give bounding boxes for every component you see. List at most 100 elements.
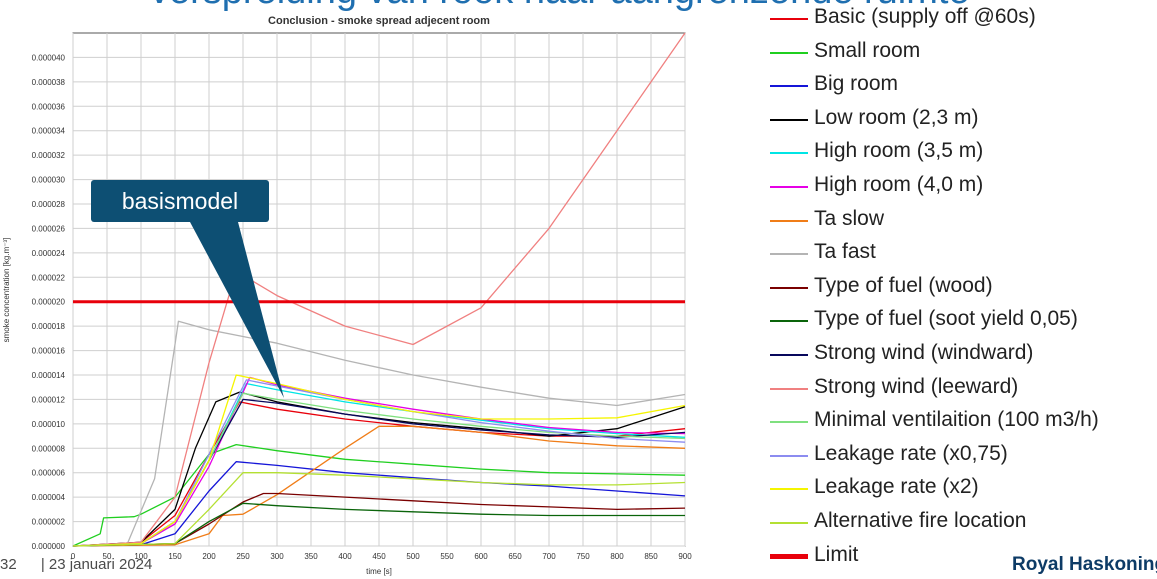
series-line-11	[72, 32, 686, 547]
series-line-2	[72, 461, 686, 547]
legend-label: Limit	[814, 542, 859, 566]
y-tick-label: 0.000012	[32, 395, 66, 404]
legend-label: Big room	[814, 72, 899, 96]
series-lines	[72, 32, 686, 547]
y-tick-label: 0.000032	[32, 151, 66, 160]
legend-swatch	[770, 521, 808, 524]
legend-item: Type of fuel (soot yield 0,05)	[770, 304, 1157, 338]
callout-pointer	[190, 222, 284, 398]
x-tick-label: 400	[338, 552, 352, 561]
legend-swatch	[770, 353, 808, 356]
x-tick-label: 900	[678, 552, 692, 561]
legend-swatch	[770, 454, 808, 457]
y-tick-label: 0.000040	[32, 53, 66, 62]
series-line-6	[72, 425, 686, 547]
legend-swatch	[770, 152, 808, 155]
legend-item: Small room	[770, 36, 1157, 70]
legend-item: Big room	[770, 69, 1157, 103]
series-line-0	[72, 401, 686, 547]
x-tick-label: 50	[103, 552, 112, 561]
chart-legend: Basic (supply off @60s) Small room Big roo…	[770, 2, 1157, 573]
legend-swatch	[770, 85, 808, 88]
legend-item: Leakage rate (x2)	[770, 472, 1157, 506]
legend-label: Ta fast	[814, 240, 876, 264]
y-axis-ticks: 0.000000 0.000002 0.000004 0.000006 0.000008…	[32, 53, 66, 551]
y-tick-label: 0.000006	[32, 469, 66, 478]
x-tick-label: 350	[304, 552, 318, 561]
brand-logo-text: Royal HaskoningDHV	[1012, 554, 1157, 575]
series-line-8	[72, 492, 686, 547]
legend-label: Low room (2,3 m)	[814, 105, 979, 129]
footer-date: | 23 januari 2024	[40, 556, 153, 573]
x-axis-label: time [s]	[366, 567, 392, 576]
legend-swatch	[770, 286, 808, 289]
legend-swatch	[770, 553, 808, 559]
y-tick-label: 0.000016	[32, 347, 66, 356]
footer: 32 | 23 januari 2024	[0, 556, 152, 573]
legend-swatch	[770, 320, 808, 323]
x-axis-ticks: 0 50 100 150 200 250 300 350 400 450 500 550 600 650 7…	[71, 552, 692, 561]
y-tick-label: 0.000018	[32, 322, 66, 331]
x-tick-label: 750	[576, 552, 590, 561]
x-tick-label: 300	[270, 552, 284, 561]
legend-swatch	[770, 253, 808, 256]
legend-swatch	[770, 387, 808, 390]
legend-item: Strong wind (leeward)	[770, 372, 1157, 406]
x-tick-label: 450	[372, 552, 386, 561]
x-tick-label: 200	[202, 552, 216, 561]
y-tick-label: 0.000008	[32, 444, 66, 453]
x-tick-label: 700	[542, 552, 556, 561]
legend-swatch	[770, 421, 808, 424]
legend-item: Leakage rate (x0,75)	[770, 439, 1157, 473]
legend-label: Leakage rate (x2)	[814, 475, 979, 499]
legend-item: Alternative fire location	[770, 506, 1157, 540]
legend-label: Small room	[814, 38, 921, 62]
x-tick-label: 150	[168, 552, 182, 561]
y-tick-label: 0.000020	[32, 298, 66, 307]
legend-label: Strong wind (leeward)	[814, 374, 1019, 398]
y-tick-label: 0.000030	[32, 176, 66, 185]
y-tick-label: 0.000038	[32, 78, 66, 87]
callout-basismodel: basismodel	[91, 180, 269, 222]
y-tick-label: 0.000028	[32, 200, 66, 209]
x-tick-label: 600	[474, 552, 488, 561]
legend-label: Basic (supply off @60s)	[814, 5, 1036, 28]
legend-swatch	[770, 18, 808, 20]
legend-swatch	[770, 219, 808, 222]
series-line-15	[72, 472, 686, 547]
legend-label: Type of fuel (soot yield 0,05)	[814, 307, 1078, 331]
grid	[72, 33, 686, 547]
y-tick-label: 0.000014	[32, 371, 66, 380]
y-tick-label: 0.000004	[32, 493, 66, 502]
y-tick-label: 0.000026	[32, 224, 66, 233]
y-tick-label: 0.000034	[32, 127, 66, 136]
y-tick-label: 0.000022	[32, 273, 66, 282]
y-tick-label: 0.000000	[32, 542, 66, 551]
legend-item: Type of fuel (wood)	[770, 271, 1157, 305]
y-tick-label: 0.000010	[32, 420, 66, 429]
slide-headline: verspreiding van rook naar aangrenzende …	[150, 0, 970, 13]
legend-label: Minimal ventilaition (100 m3/h)	[814, 408, 1099, 432]
legend-label: High room (4,0 m)	[814, 172, 984, 196]
series-line-9	[72, 502, 685, 547]
x-tick-label: 850	[644, 552, 658, 561]
y-tick-label: 0.000002	[32, 518, 66, 527]
legend-item: Strong wind (windward)	[770, 338, 1157, 372]
legend-item: Basic (supply off @60s)	[770, 2, 1157, 36]
legend-item: Limit	[770, 540, 1157, 574]
legend-item: Low room (2,3 m)	[770, 103, 1157, 137]
x-tick-label: 500	[406, 552, 420, 561]
smoke-spread-chart: 0.000000 0.000002 0.000004 0.000006 0.000008…	[2, 15, 692, 576]
legend-item: High room (4,0 m)	[770, 170, 1157, 204]
legend-label: Strong wind (windward)	[814, 340, 1034, 364]
y-tick-label: 0.000036	[32, 102, 66, 111]
x-tick-label: 250	[236, 552, 250, 561]
chart-title: Conclusion - smoke spread adjecent room	[268, 15, 490, 27]
legend-swatch	[770, 488, 808, 491]
series-line-14	[72, 374, 686, 547]
y-tick-label: 0.000024	[32, 249, 66, 258]
x-tick-label: 0	[71, 552, 76, 561]
legend-swatch	[770, 51, 808, 54]
legend-item: Ta slow	[770, 204, 1157, 238]
legend-label: Alternative fire location	[814, 508, 1027, 532]
